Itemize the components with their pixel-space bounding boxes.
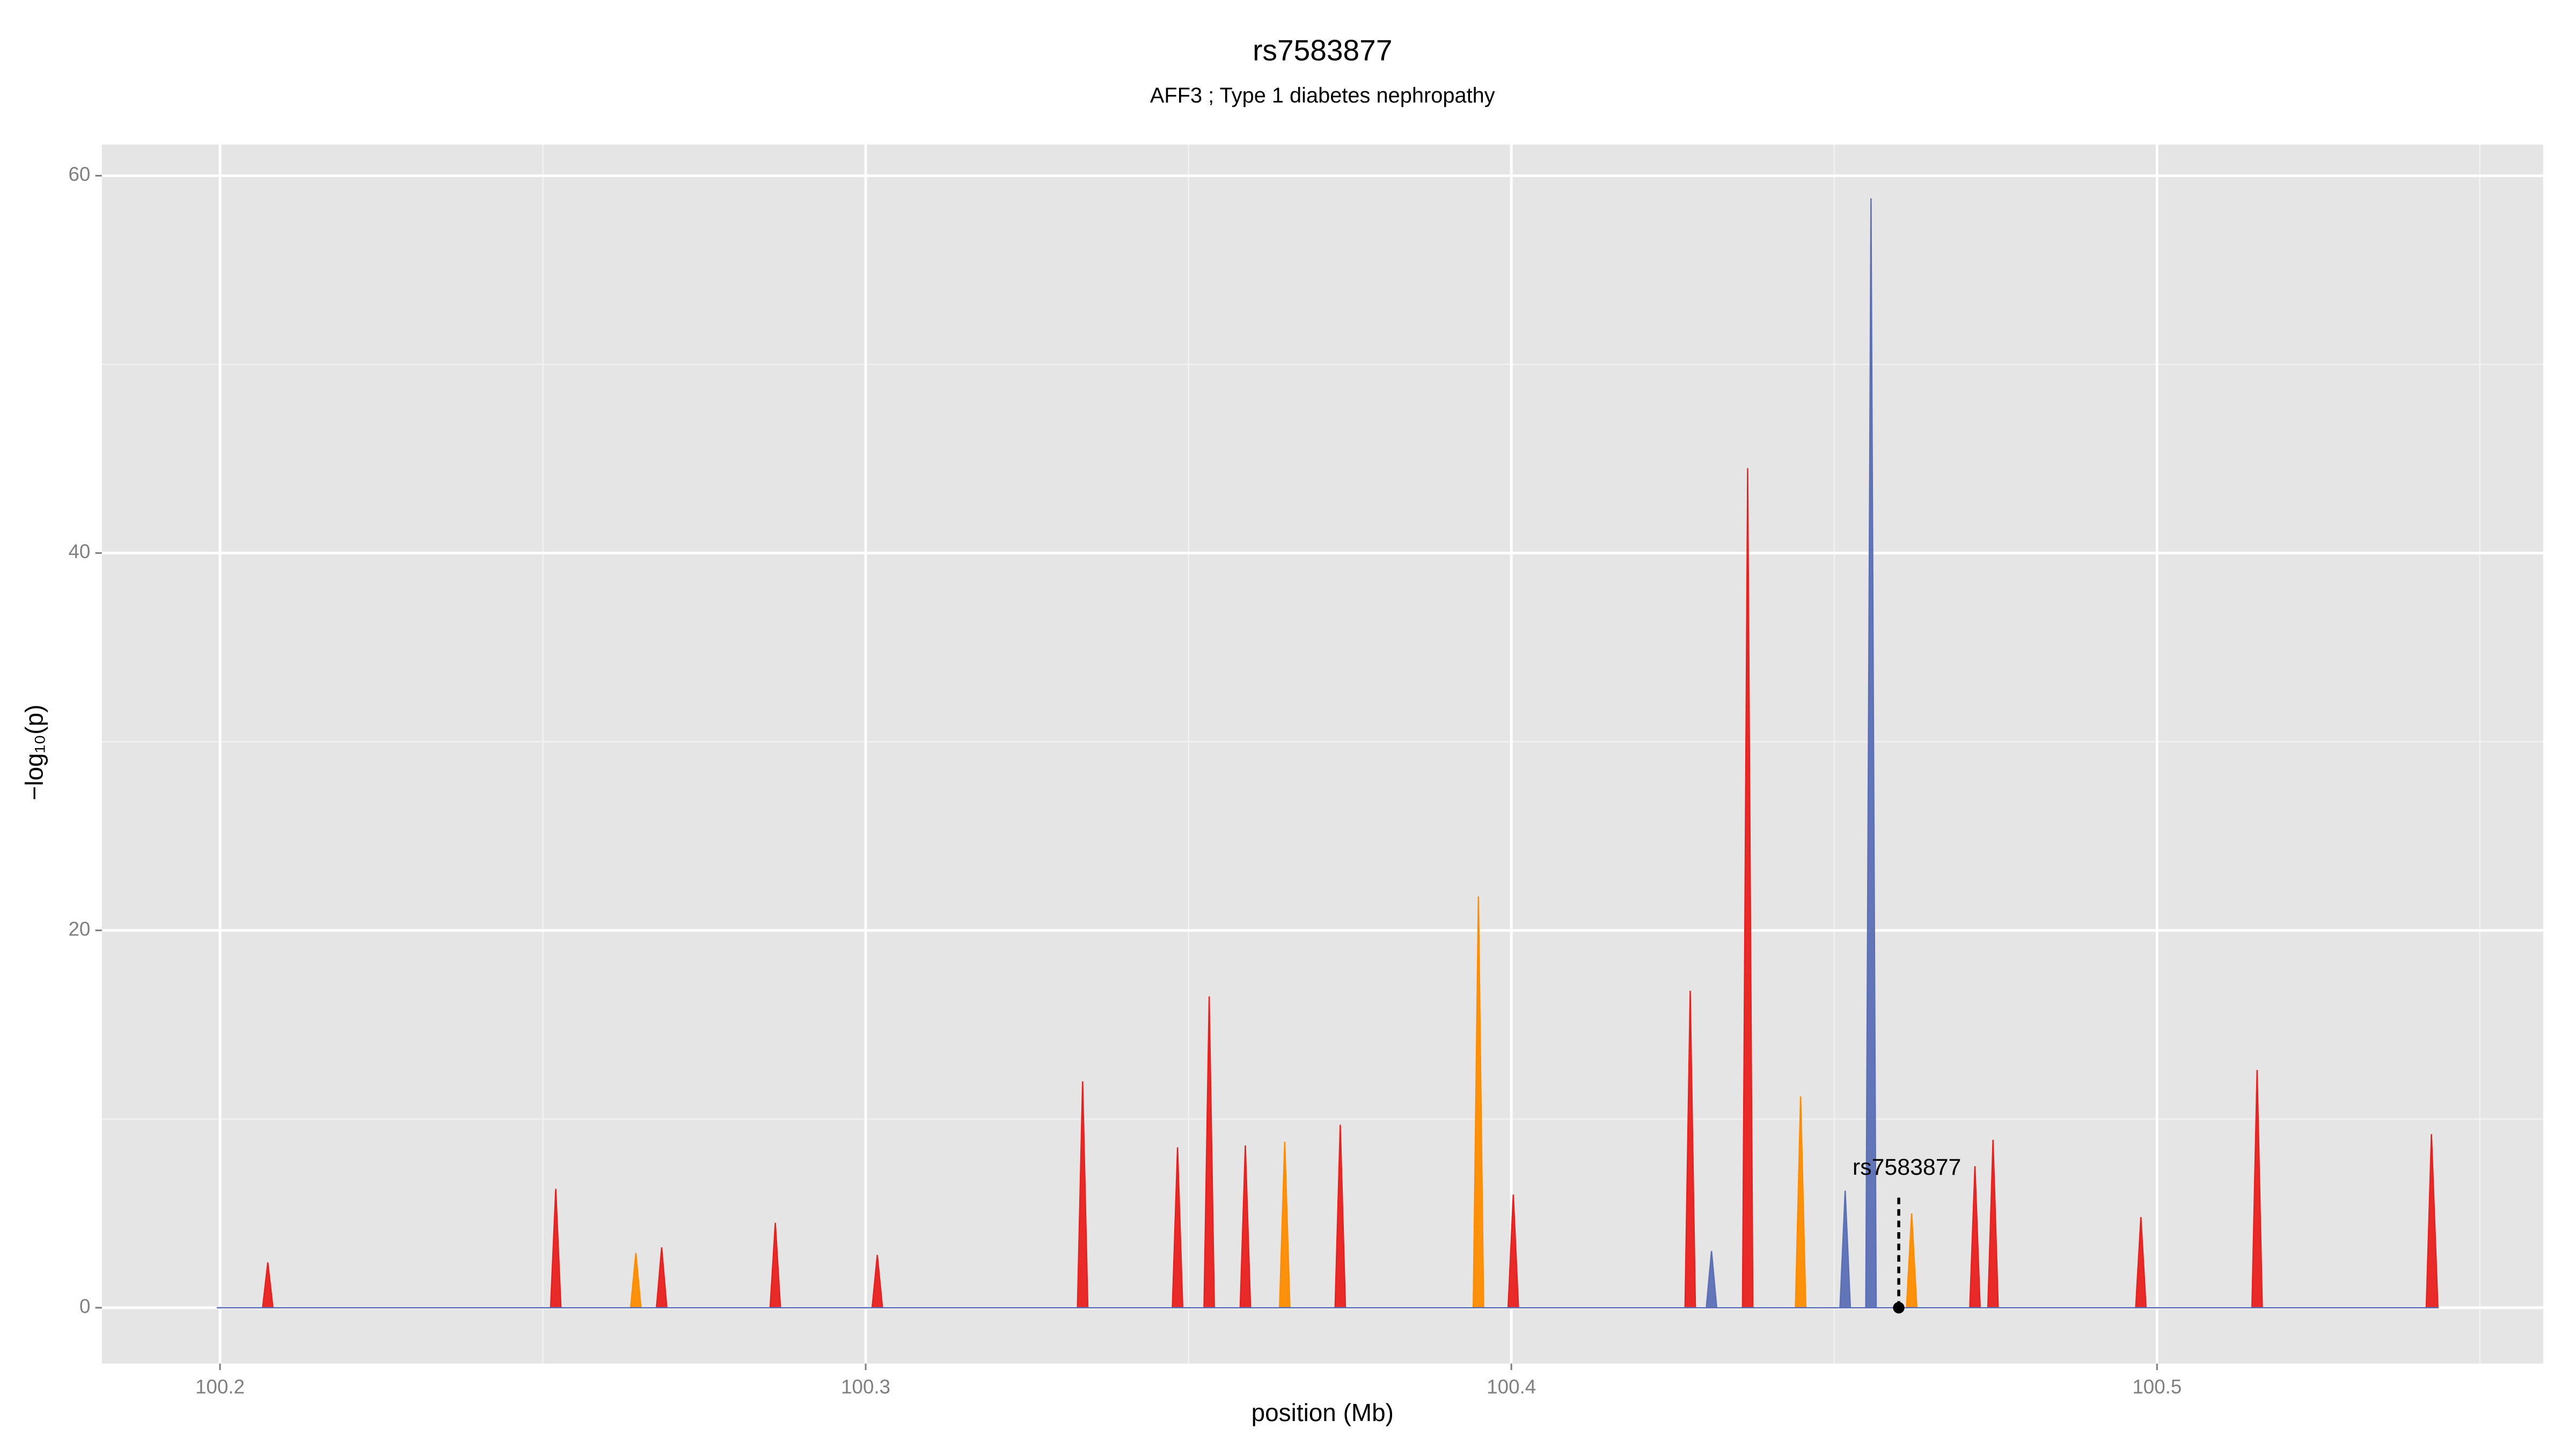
- x-tick-label: 100.4: [1487, 1375, 1536, 1397]
- plot-marks: [216, 198, 2439, 1308]
- chart-subtitle: AFF3 ; Type 1 diabetes nephropathy: [1150, 84, 1495, 107]
- x-tick-label: 100.3: [841, 1375, 890, 1397]
- labels: 100.2 100.3 100.4 100.5 0 20 40 60 rs7583877: [69, 163, 2182, 1397]
- x-tick-label: 100.5: [2132, 1375, 2182, 1397]
- chart-title: rs7583877: [1253, 34, 1392, 67]
- y-axis-label: −log₁₀(p): [20, 705, 48, 801]
- x-tick-label: 100.2: [195, 1375, 245, 1397]
- y-tick-label: 60: [69, 163, 91, 185]
- area: [216, 896, 2438, 1308]
- x-axis-label: position (Mb): [1252, 1399, 1394, 1426]
- area: [216, 198, 2438, 1308]
- y-tick-label: 20: [69, 918, 91, 940]
- annotation-point: [1893, 1302, 1905, 1314]
- y-tick-label: 40: [69, 540, 91, 562]
- plot-background: [101, 144, 2543, 1364]
- annotation-label: rs7583877: [1853, 1154, 1961, 1180]
- y-tick-label: 0: [79, 1295, 90, 1317]
